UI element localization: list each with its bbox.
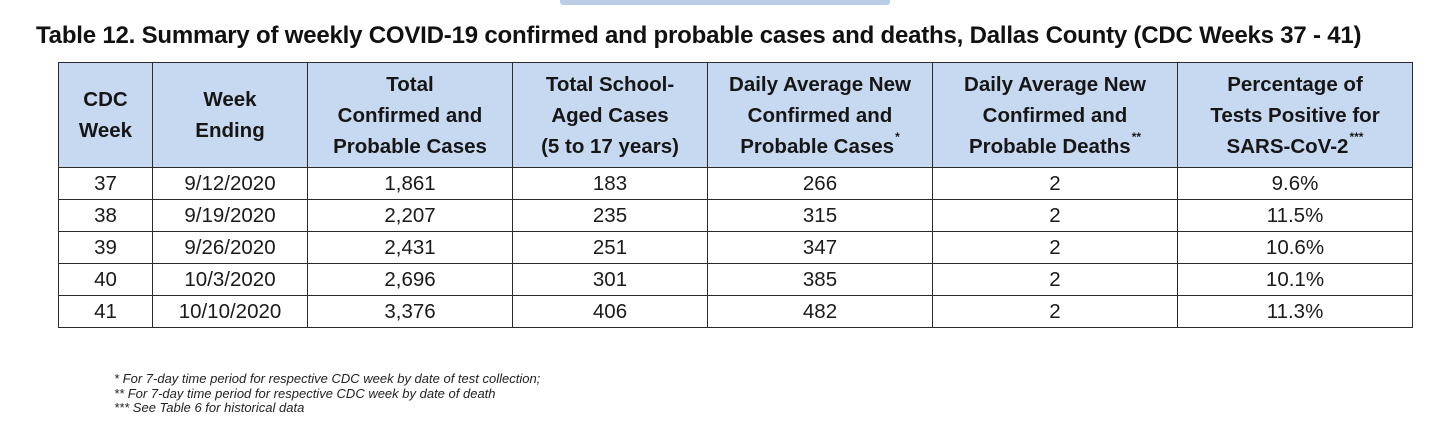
cell-daily-avg-deaths: 2 [932,295,1178,328]
cell-school-aged-cases: 235 [512,199,708,232]
footnote-1: * For 7-day time period for respective C… [114,371,541,386]
cell-percent-positive: 10.6% [1177,231,1413,264]
cell-school-aged-cases: 251 [512,231,708,264]
cell-week-ending: 9/19/2020 [152,199,308,232]
cell-cdc-week: 39 [58,231,153,264]
cell-daily-avg-deaths: 2 [932,231,1178,264]
table-title: Table 12. Summary of weekly COVID-19 con… [36,22,1362,49]
cell-cdc-week: 37 [58,167,153,200]
cell-daily-avg-deaths: 2 [932,263,1178,296]
cell-school-aged-cases: 301 [512,263,708,296]
cell-school-aged-cases: 406 [512,295,708,328]
cell-week-ending: 10/3/2020 [152,263,308,296]
header-school-aged-cases: Total School- Aged Cases (5 to 17 years) [512,62,708,168]
table-row: 37 9/12/2020 1,861 183 266 2 9.6% [58,167,1413,200]
cell-daily-avg-cases: 266 [707,167,933,200]
cell-cdc-week: 40 [58,263,153,296]
footnote-marker: ** [1131,129,1142,144]
header-row: CDC Week Week Ending Total Confirmed and Pro… [58,62,1413,168]
cell-cdc-week: 38 [58,199,153,232]
header-total-cases: Total Confirmed and Probable Cases [307,62,513,168]
footnote-3: *** See Table 6 for historical data [114,400,305,415]
table-row: 39 9/26/2020 2,431 251 347 2 10.6% [58,231,1413,264]
cell-cdc-week: 41 [58,295,153,328]
summary-table: CDC Week Week Ending Total Confirmed and Pro… [58,62,1413,328]
cell-total-cases: 2,207 [307,199,513,232]
table-row: 40 10/3/2020 2,696 301 385 2 10.1% [58,263,1413,296]
cell-daily-avg-cases: 347 [707,231,933,264]
cell-daily-avg-deaths: 2 [932,167,1178,200]
header-daily-avg-cases: Daily Average New Confirmed and Probable C… [707,62,933,168]
footnote-marker: *** [1349,129,1364,144]
cell-daily-avg-cases: 385 [707,263,933,296]
cell-week-ending: 9/26/2020 [152,231,308,264]
header-week-ending: Week Ending [152,62,308,168]
cell-daily-avg-deaths: 2 [932,199,1178,232]
cell-total-cases: 2,431 [307,231,513,264]
cell-percent-positive: 11.3% [1177,295,1413,328]
table-row: 41 10/10/2020 3,376 406 482 2 11.3% [58,295,1413,328]
cell-week-ending: 9/12/2020 [152,167,308,200]
cell-total-cases: 2,696 [307,263,513,296]
table-row: 38 9/19/2020 2,207 235 315 2 11.5% [58,199,1413,232]
cell-week-ending: 10/10/2020 [152,295,308,328]
cell-percent-positive: 11.5% [1177,199,1413,232]
cell-total-cases: 1,861 [307,167,513,200]
cell-percent-positive: 9.6% [1177,167,1413,200]
top-edge-bar [560,0,890,5]
cell-total-cases: 3,376 [307,295,513,328]
cell-school-aged-cases: 183 [512,167,708,200]
cell-daily-avg-cases: 482 [707,295,933,328]
header-daily-avg-deaths: Daily Average New Confirmed and Probable D… [932,62,1178,168]
header-percent-positive: Percentage of Tests Positive for SARS-CoV-… [1177,62,1413,168]
footnote-marker: * [895,129,900,144]
footnotes: * For 7-day time period for respective C… [114,371,541,416]
cell-percent-positive: 10.1% [1177,263,1413,296]
header-cdc-week: CDC Week [58,62,153,168]
cell-daily-avg-cases: 315 [707,199,933,232]
footnote-2: ** For 7-day time period for respective … [114,385,496,401]
